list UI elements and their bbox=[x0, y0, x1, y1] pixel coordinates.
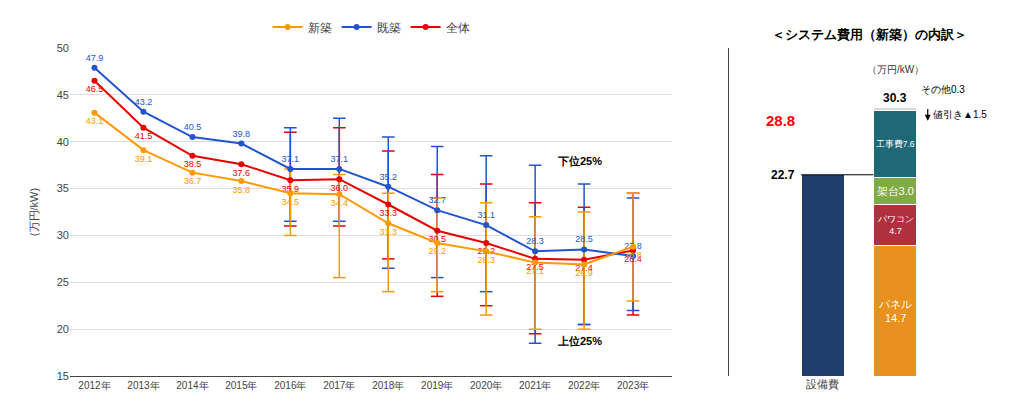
svg-text:全体: 全体 bbox=[446, 21, 470, 35]
svg-text:28.3: 28.3 bbox=[526, 236, 544, 246]
svg-text:2017年: 2017年 bbox=[323, 380, 355, 391]
svg-text:37.1: 37.1 bbox=[282, 154, 300, 164]
svg-text:28.8: 28.8 bbox=[766, 112, 795, 129]
svg-text:35: 35 bbox=[57, 182, 69, 194]
svg-text:26.9: 26.9 bbox=[575, 268, 593, 278]
svg-text:33.3: 33.3 bbox=[379, 208, 397, 218]
svg-text:27.1: 27.1 bbox=[526, 266, 544, 276]
svg-text:工事費7.6: 工事費7.6 bbox=[876, 139, 915, 149]
svg-text:41.5: 41.5 bbox=[135, 131, 153, 141]
svg-text:36.0: 36.0 bbox=[331, 183, 349, 193]
svg-text:28.3: 28.3 bbox=[477, 255, 495, 265]
svg-text:32.7: 32.7 bbox=[428, 195, 446, 205]
svg-text:既築: 既築 bbox=[377, 21, 401, 35]
svg-text:2012年: 2012年 bbox=[78, 380, 110, 391]
svg-text:47.9: 47.9 bbox=[86, 53, 104, 63]
svg-text:27.5: 27.5 bbox=[526, 262, 544, 272]
svg-text:25: 25 bbox=[57, 276, 69, 288]
svg-text:＜システム費用（新築）の内訳＞: ＜システム費用（新築）の内訳＞ bbox=[772, 27, 967, 42]
svg-text:15: 15 bbox=[57, 370, 69, 382]
svg-text:28.4: 28.4 bbox=[624, 254, 642, 264]
svg-text:パワコン4.7: パワコン4.7 bbox=[877, 214, 914, 236]
svg-text:28.5: 28.5 bbox=[575, 234, 593, 244]
svg-text:2016年: 2016年 bbox=[274, 380, 306, 391]
svg-text:45: 45 bbox=[57, 89, 69, 101]
svg-text:35.2: 35.2 bbox=[379, 172, 397, 182]
svg-text:34.4: 34.4 bbox=[331, 198, 349, 208]
svg-text:2015年: 2015年 bbox=[225, 380, 257, 391]
svg-text:設備費: 設備費 bbox=[806, 378, 839, 390]
svg-text:31.3: 31.3 bbox=[379, 227, 397, 237]
svg-text:39.8: 39.8 bbox=[233, 129, 251, 139]
svg-text:37.1: 37.1 bbox=[331, 154, 349, 164]
svg-text:(万円/kW): (万円/kW) bbox=[28, 188, 40, 236]
svg-text:その他0.3: その他0.3 bbox=[921, 84, 965, 95]
svg-text:2023年: 2023年 bbox=[617, 380, 649, 391]
svg-text:パネル14.7: パネル14.7 bbox=[878, 298, 912, 324]
svg-text:43.1: 43.1 bbox=[86, 116, 104, 126]
svg-text:27.8: 27.8 bbox=[624, 241, 642, 251]
svg-text:2022年: 2022年 bbox=[568, 380, 600, 391]
svg-text:35.9: 35.9 bbox=[282, 184, 300, 194]
svg-text:（万円/kW）: （万円/kW） bbox=[867, 64, 924, 75]
svg-text:29.2: 29.2 bbox=[428, 246, 446, 256]
svg-text:35.8: 35.8 bbox=[233, 185, 251, 195]
svg-text:37.6: 37.6 bbox=[233, 168, 251, 178]
svg-text:31.1: 31.1 bbox=[477, 210, 495, 220]
svg-text:2014年: 2014年 bbox=[176, 380, 208, 391]
svg-text:40.5: 40.5 bbox=[184, 122, 202, 132]
svg-text:2019年: 2019年 bbox=[421, 380, 453, 391]
svg-text:36.7: 36.7 bbox=[184, 176, 202, 186]
svg-text:38.5: 38.5 bbox=[184, 159, 202, 169]
svg-text:43.2: 43.2 bbox=[135, 97, 153, 107]
svg-text:50: 50 bbox=[57, 42, 69, 54]
svg-text:30.3: 30.3 bbox=[883, 91, 907, 105]
svg-text:値引き▲1.5: 値引き▲1.5 bbox=[933, 109, 987, 120]
svg-text:2021年: 2021年 bbox=[519, 380, 551, 391]
svg-text:46.5: 46.5 bbox=[86, 84, 104, 94]
svg-text:34.5: 34.5 bbox=[282, 197, 300, 207]
svg-text:新築: 新築 bbox=[308, 21, 332, 35]
svg-text:28.8: 28.8 bbox=[624, 250, 642, 260]
svg-text:22.7: 22.7 bbox=[771, 168, 795, 182]
svg-text:下位25%: 下位25% bbox=[557, 155, 602, 167]
svg-text:2020年: 2020年 bbox=[470, 380, 502, 391]
svg-text:2013年: 2013年 bbox=[127, 380, 159, 391]
svg-text:2018年: 2018年 bbox=[372, 380, 404, 391]
svg-text:27.4: 27.4 bbox=[575, 263, 593, 273]
svg-text:架台3.0: 架台3.0 bbox=[877, 185, 914, 197]
svg-text:20: 20 bbox=[57, 323, 69, 335]
svg-text:39.1: 39.1 bbox=[135, 154, 153, 164]
svg-text:40: 40 bbox=[57, 136, 69, 148]
svg-text:30: 30 bbox=[57, 229, 69, 241]
svg-text:29.2: 29.2 bbox=[477, 246, 495, 256]
svg-text:30.5: 30.5 bbox=[428, 234, 446, 244]
svg-text:上位25%: 上位25% bbox=[557, 335, 602, 347]
